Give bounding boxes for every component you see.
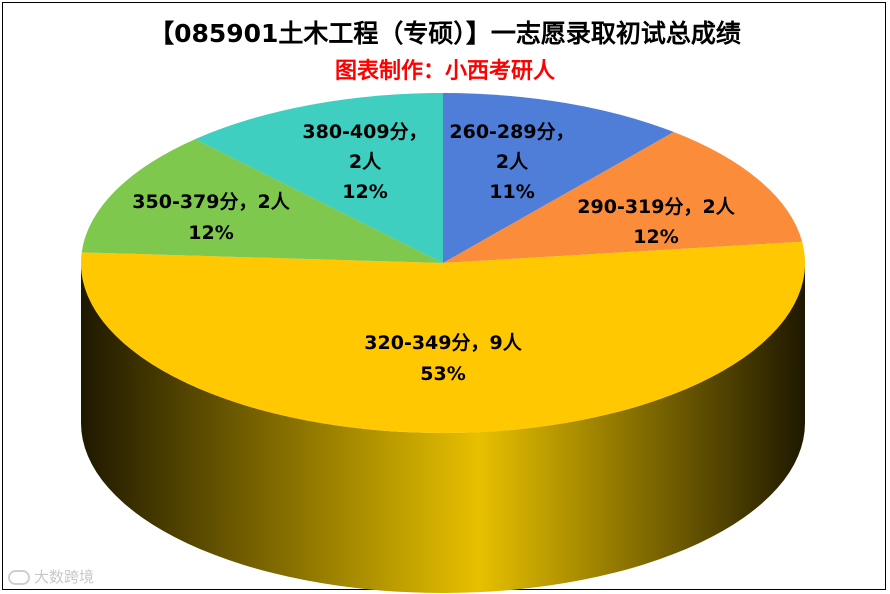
watermark: 大数跨境 [8,566,94,587]
chart-title: 【085901土木工程（专硕）】一志愿录取初试总成绩 [149,19,741,48]
pie-slice-4 [195,93,443,263]
data-label-3: 350-379分，2人 12% [132,191,290,244]
pie-slice-0 [443,93,674,263]
pie-side-2 [81,263,805,593]
data-label-2: 320-349分，9人 53% [364,332,522,385]
watermark-text: 大数跨境 [34,568,95,586]
watermark-logo-icon [8,570,30,585]
pie-slice-1 [443,132,803,263]
data-label-1: 290-319分，2人 12% [577,196,735,248]
data-label-4: 380-409分， 2人 12% [302,121,427,203]
chart-subtitle: 图表制作：小西考研人 [334,59,555,84]
pie-slice-2 [80,241,806,434]
pie-slice-3 [81,139,443,263]
data-label-0: 260-289分， 2人 11% [449,121,574,203]
